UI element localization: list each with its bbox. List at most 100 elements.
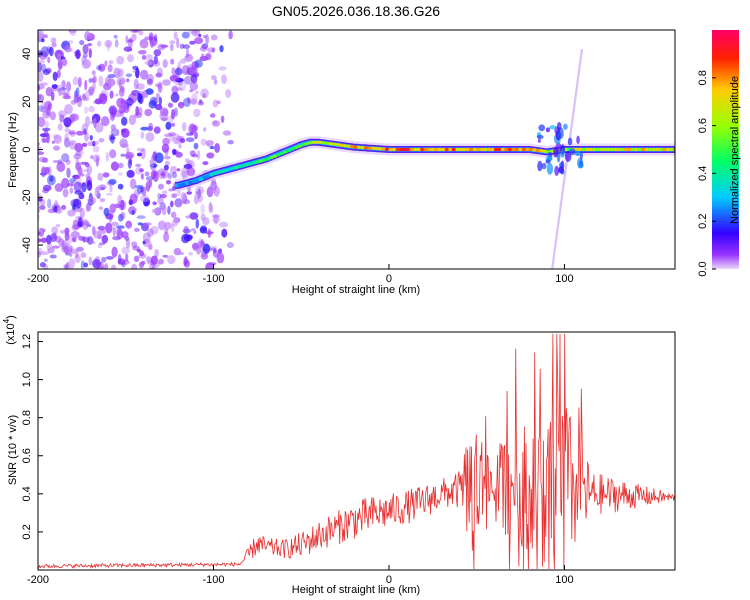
noise-blob (88, 88, 95, 92)
noise-blob (102, 172, 110, 178)
noise-blob (155, 72, 163, 78)
noise-blob (193, 108, 201, 118)
noise-blob (104, 263, 109, 269)
ridge-cell (423, 147, 428, 152)
noise-blob (75, 151, 82, 156)
noise-blob (113, 109, 122, 118)
noise-blob (62, 188, 69, 198)
noise-blob (188, 252, 193, 256)
noise-blob (207, 228, 212, 239)
ridge-cell (311, 140, 316, 144)
ridge-cell (486, 147, 492, 152)
noise-blob (139, 38, 149, 49)
noise-blob (55, 224, 61, 228)
noise-blob (183, 164, 193, 169)
noise-blob (226, 242, 234, 249)
noise-blob (99, 198, 106, 203)
burst-blob (537, 138, 541, 143)
noise-blob (97, 172, 104, 181)
noise-blob (157, 197, 164, 205)
noise-blob (179, 43, 185, 49)
ridge-cell (227, 168, 232, 172)
ridge-cell (177, 183, 183, 187)
noise-blob (45, 67, 52, 74)
ridge-cell (251, 161, 256, 165)
noise-blob (33, 38, 37, 45)
noise-blob (62, 93, 70, 97)
noise-blob (125, 154, 133, 160)
ridge-cell (339, 143, 344, 147)
noise-blob (187, 97, 191, 104)
ridge-cell (318, 140, 323, 144)
noise-blob (51, 84, 58, 90)
noise-blob (68, 139, 77, 150)
noise-blob (86, 224, 92, 228)
ridge-cell (199, 177, 204, 181)
noise-blob (126, 100, 135, 104)
noise-blob (183, 75, 193, 85)
noise-blob (162, 59, 168, 69)
noise-blob (138, 107, 143, 116)
noise-blob (54, 199, 58, 208)
noise-blob (205, 262, 214, 269)
ridge-cell (192, 179, 197, 184)
noise-blob (140, 148, 146, 160)
ridge-cell (304, 142, 309, 146)
noise-blob (120, 101, 128, 113)
burst-blob (546, 162, 554, 175)
noise-blob (153, 126, 161, 134)
ridge-cell (371, 146, 376, 150)
ridge-cell (241, 164, 246, 168)
ridge-cell (265, 157, 271, 161)
noise-blob (62, 95, 71, 100)
ridge-cell (462, 147, 467, 152)
burst-blob (549, 125, 557, 130)
noise-blob (114, 39, 119, 48)
ridge-cell (430, 147, 435, 152)
ridge-cell (613, 147, 618, 152)
noise-blob (170, 200, 174, 208)
noise-blob (146, 78, 153, 86)
noise-blob (43, 34, 49, 39)
noise-blob (192, 243, 199, 251)
noise-blob (45, 132, 50, 144)
noise-blob (127, 159, 132, 169)
ridge-cell (202, 176, 207, 180)
noise-blob (85, 203, 90, 212)
noise-blob (110, 161, 119, 171)
noise-blob (200, 239, 205, 250)
noise-blob (83, 262, 89, 268)
noise-blob (64, 104, 73, 115)
noise-blob (91, 70, 96, 76)
noise-blob (193, 194, 199, 205)
y-tick-label: -20 (21, 189, 33, 205)
noise-blob (72, 228, 78, 232)
ridge-cell (581, 147, 586, 152)
noise-blob (117, 68, 124, 78)
noise-blob (87, 196, 97, 205)
noise-blob (129, 193, 138, 204)
noise-blob (96, 261, 105, 269)
noise-blob (75, 156, 79, 168)
noise-blob (200, 203, 205, 215)
noise-blob (97, 225, 106, 231)
noise-blob (52, 134, 59, 139)
ridge-cell (293, 146, 299, 150)
noise-blob (120, 211, 126, 220)
ridge-cell (409, 147, 414, 152)
ridge-cell (472, 147, 478, 152)
noise-blob (109, 203, 117, 214)
noise-blob (161, 143, 170, 153)
ridge-cell (669, 147, 674, 152)
ridge-cell (385, 147, 390, 151)
ridge-cell (349, 145, 355, 149)
noise-blob (103, 207, 110, 217)
noise-blob (228, 30, 233, 40)
noise-blob (111, 246, 118, 258)
snr-x-label: Height of straight line (km) (292, 584, 420, 596)
noise-blob (163, 155, 171, 160)
colorbar-tick-label: 0.2 (697, 214, 709, 229)
ridge-cell (356, 145, 362, 149)
noise-blob (117, 183, 124, 190)
noise-blob (64, 227, 70, 235)
